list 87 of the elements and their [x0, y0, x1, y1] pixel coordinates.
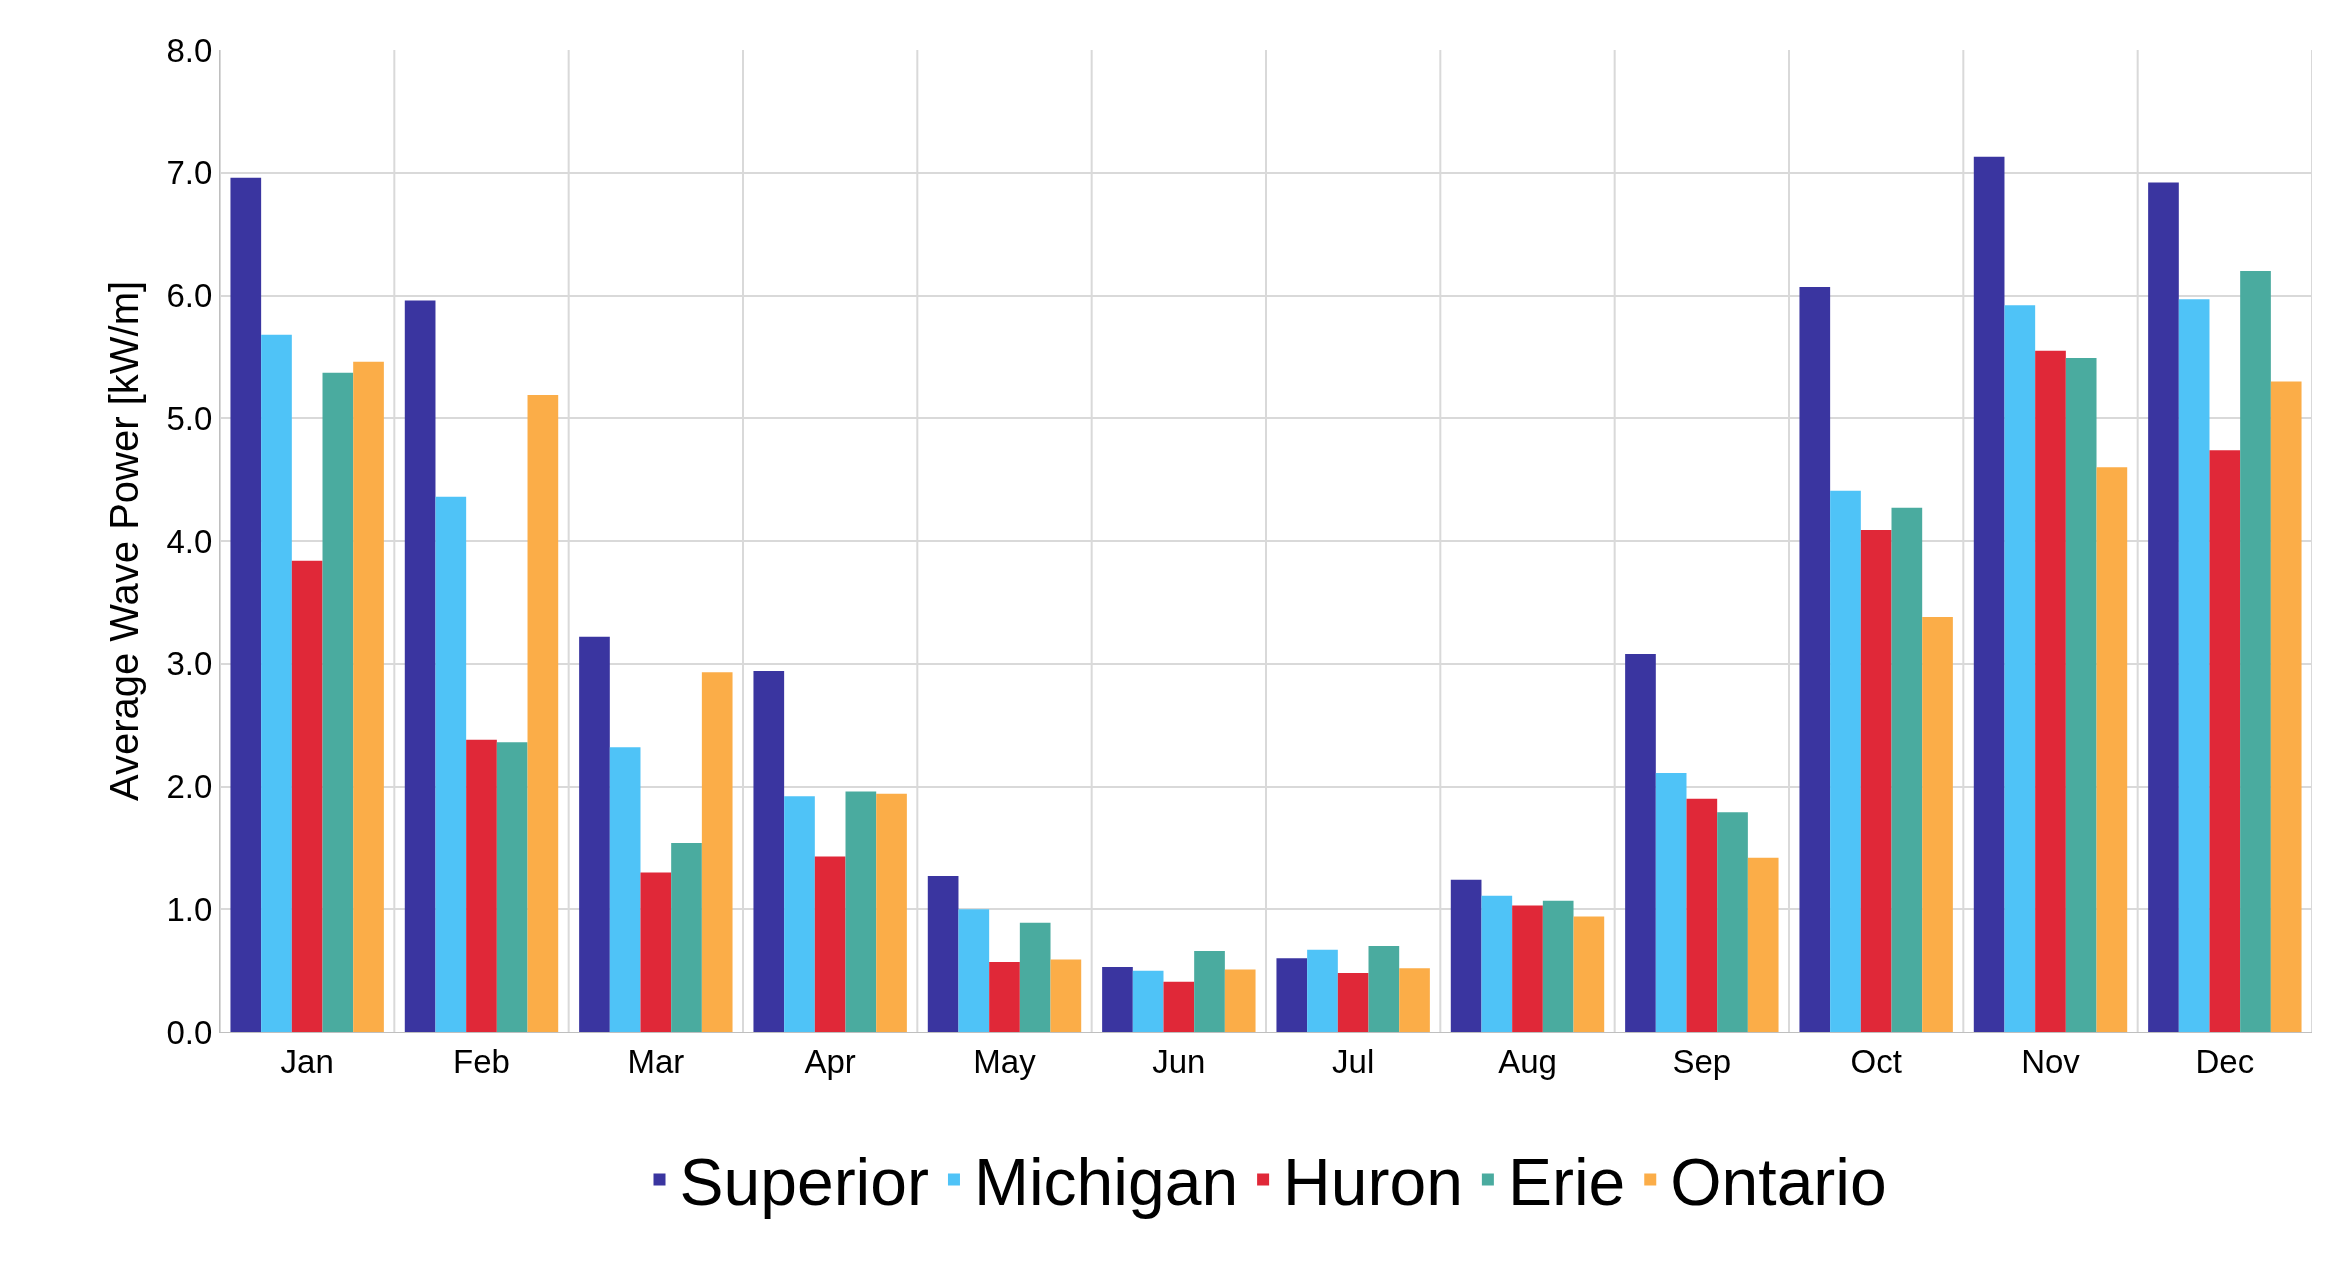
y-tick-label: 2.0 — [166, 768, 213, 806]
y-tick-label: 5.0 — [166, 399, 213, 437]
x-tick-label: Apr — [804, 1042, 856, 1080]
bar — [1891, 507, 1923, 1032]
bar — [845, 791, 877, 1032]
bar — [2004, 305, 2036, 1032]
bar — [927, 876, 959, 1032]
legend-label: Michigan — [973, 1145, 1239, 1220]
x-tick-label: Jul — [1332, 1042, 1375, 1080]
y-axis-title: Average Wave Power [kW/m] — [102, 280, 147, 802]
legend-label: Erie — [1507, 1145, 1626, 1220]
bar — [1368, 946, 1400, 1032]
bar — [1307, 949, 1338, 1032]
bar — [291, 560, 323, 1032]
bar — [671, 842, 702, 1032]
bar — [2270, 381, 2302, 1032]
bar — [1573, 916, 1605, 1032]
y-tick-label: 4.0 — [166, 522, 213, 560]
bar — [989, 962, 1020, 1032]
bar — [609, 747, 641, 1032]
bar — [353, 361, 384, 1032]
bar — [1799, 286, 1831, 1032]
bar — [527, 394, 559, 1032]
bar — [1747, 857, 1779, 1032]
bar — [1224, 969, 1256, 1032]
bar — [230, 177, 262, 1032]
bar — [1686, 798, 1718, 1032]
x-tick-label: Oct — [1850, 1042, 1902, 1080]
bar — [1050, 959, 1082, 1032]
bar — [2178, 299, 2210, 1032]
bar — [1399, 968, 1430, 1032]
bar — [2065, 358, 2097, 1032]
bar — [753, 671, 785, 1032]
bar — [1860, 529, 1892, 1032]
bar — [814, 856, 846, 1032]
bar — [2148, 182, 2179, 1032]
y-tick-label: 1.0 — [166, 890, 213, 928]
y-tick-label: 7.0 — [166, 154, 213, 192]
legend-label: Superior — [679, 1145, 929, 1220]
y-tick-label: 3.0 — [166, 645, 213, 683]
bar — [261, 334, 292, 1032]
x-tick-label: Aug — [1498, 1042, 1557, 1080]
y-tick-label: 0.0 — [166, 1013, 213, 1051]
bar — [2096, 467, 2128, 1032]
bar — [958, 909, 990, 1032]
bar — [701, 672, 733, 1032]
bar — [1973, 156, 2005, 1032]
legend-label: Ontario — [1670, 1145, 1887, 1220]
bar — [2209, 450, 2241, 1032]
bar — [496, 742, 528, 1032]
bar — [1194, 950, 1225, 1032]
bar — [1512, 905, 1543, 1032]
x-tick-label: Jun — [1152, 1042, 1206, 1080]
x-tick-label: Feb — [453, 1042, 510, 1080]
bar — [1450, 879, 1482, 1032]
bar — [322, 372, 354, 1032]
bar — [1132, 970, 1164, 1032]
bar — [876, 793, 907, 1032]
bar — [466, 739, 497, 1032]
bar — [1717, 812, 1748, 1032]
x-tick-label: Nov — [2021, 1042, 2081, 1080]
legend-label: Huron — [1283, 1145, 1463, 1220]
bar — [1481, 895, 1513, 1032]
bar — [579, 636, 610, 1032]
x-tick-label: Dec — [2195, 1042, 2255, 1080]
bar — [1922, 617, 1953, 1032]
bar — [1276, 958, 1308, 1032]
bar — [1337, 973, 1369, 1032]
bar — [1019, 922, 1051, 1032]
bar — [404, 300, 436, 1032]
bar — [2240, 270, 2271, 1032]
y-tick-label: 6.0 — [166, 277, 213, 315]
bar — [640, 872, 672, 1032]
bar — [1655, 773, 1687, 1032]
x-tick-label: Sep — [1672, 1042, 1732, 1080]
x-tick-label: May — [973, 1042, 1037, 1080]
y-tick-label: 8.0 — [166, 31, 213, 69]
bar — [1102, 966, 1133, 1032]
bar — [784, 796, 815, 1032]
bar — [1830, 490, 1861, 1032]
x-tick-label: Mar — [627, 1042, 685, 1080]
bar — [1163, 981, 1195, 1032]
bar — [435, 496, 467, 1032]
x-tick-label: Jan — [280, 1042, 334, 1080]
bar — [1625, 653, 1656, 1032]
bar — [2035, 350, 2066, 1032]
bar — [1542, 900, 1574, 1032]
